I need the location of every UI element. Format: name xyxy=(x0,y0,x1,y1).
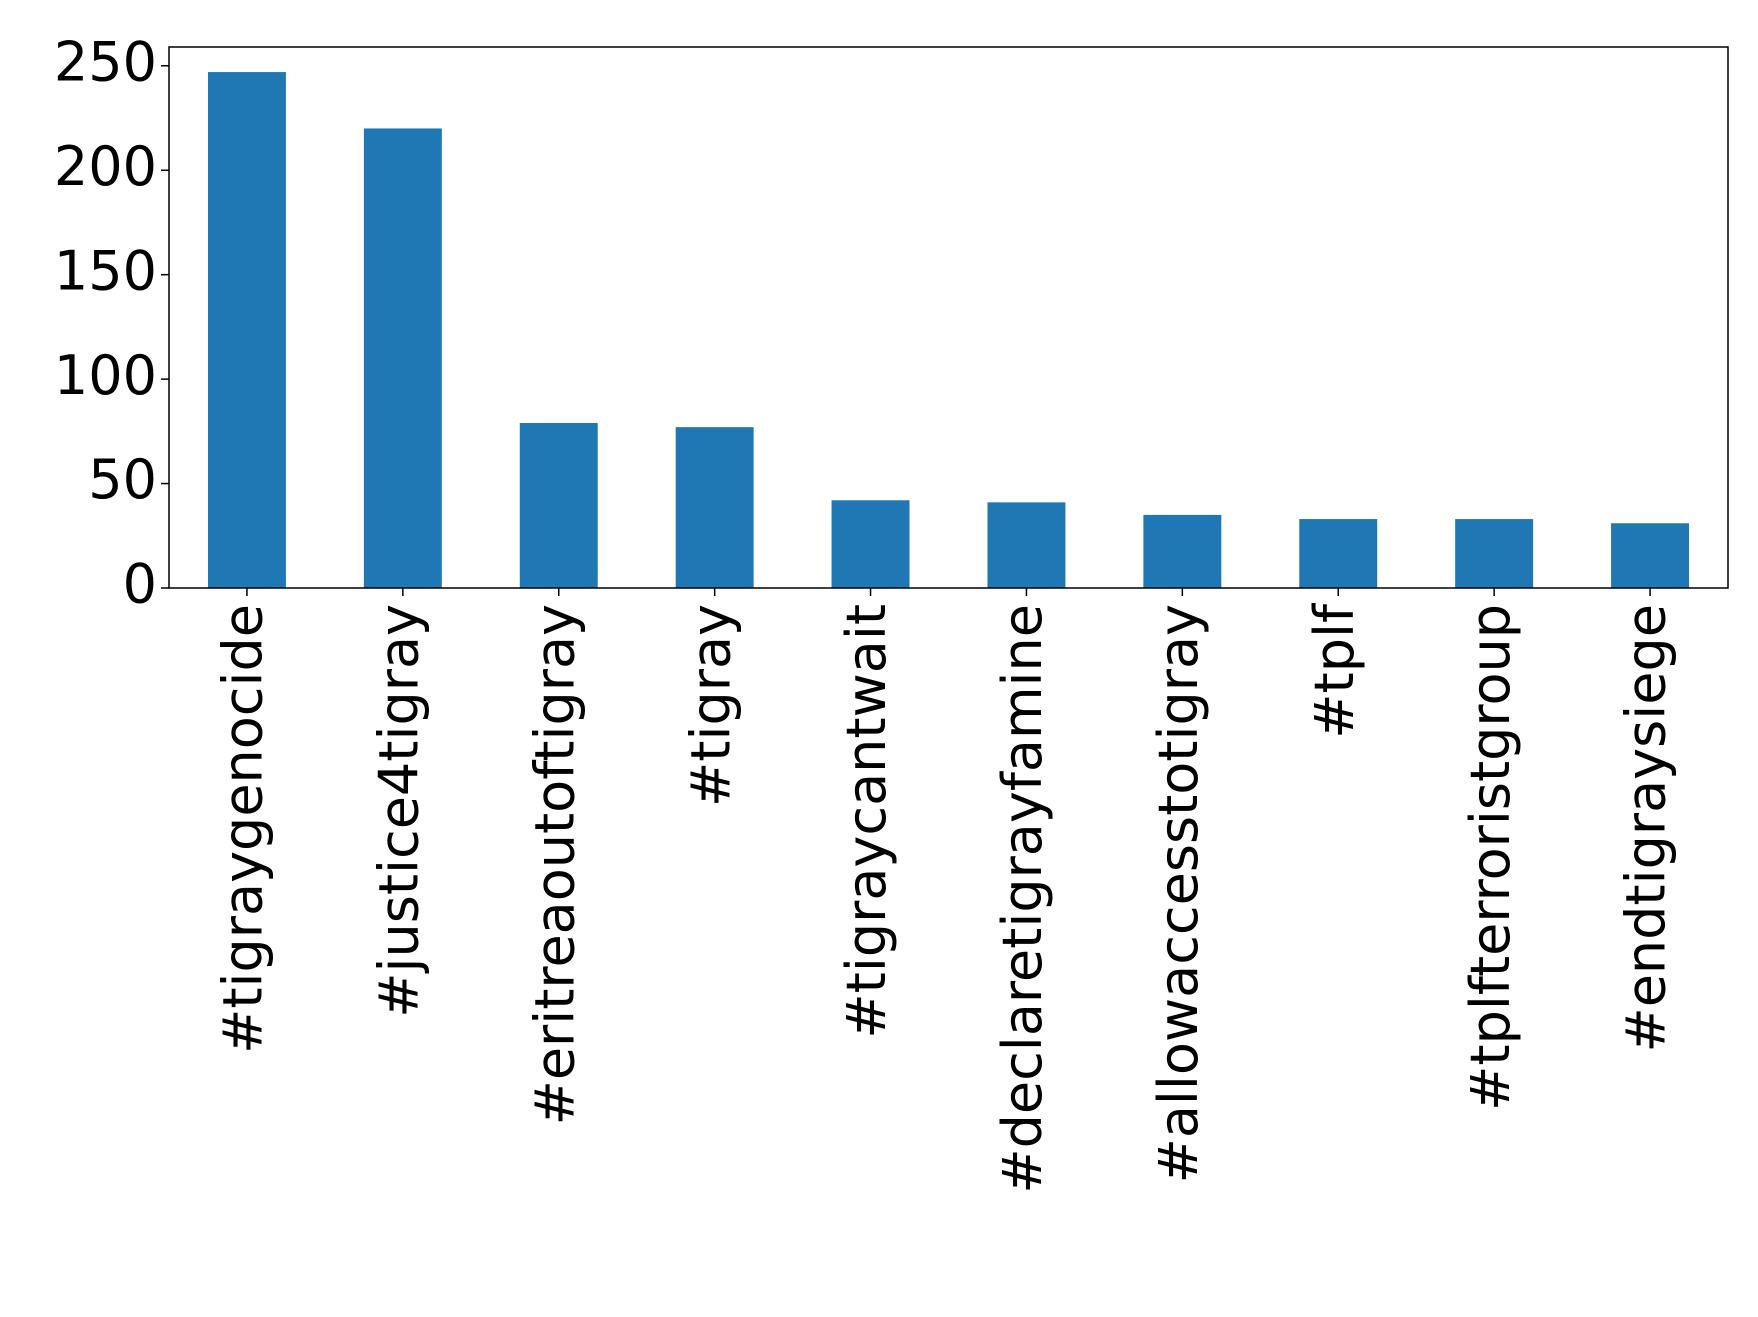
x-tick-label: #justice4tigray xyxy=(367,604,430,1018)
y-tick-label: 250 xyxy=(54,30,157,93)
plot-frame xyxy=(168,46,1729,589)
bar xyxy=(207,72,286,589)
bar xyxy=(1143,514,1222,588)
y-tick-label: 50 xyxy=(88,448,157,511)
x-tick-label: #tplf xyxy=(1303,602,1366,739)
x-tick-label: #declaretigrayfamine xyxy=(991,604,1054,1194)
bar xyxy=(519,422,598,588)
y-tick-label: 0 xyxy=(123,553,157,616)
x-tick-label: #tplfterroristgroup xyxy=(1459,604,1522,1111)
bar xyxy=(1611,523,1690,588)
x-tick-label: #tigraygenocide xyxy=(212,604,275,1054)
y-tick-label: 150 xyxy=(54,239,157,302)
bar xyxy=(675,427,754,588)
x-tick-label: #eritreaoutoftigray xyxy=(523,604,586,1125)
x-tick-label: #endtigraysiege xyxy=(1615,604,1678,1053)
x-tick-label: #tigray xyxy=(679,604,742,807)
x-tick-label: #allowaccesstotigray xyxy=(1147,604,1210,1183)
y-tick-label: 100 xyxy=(54,344,157,407)
bar xyxy=(987,502,1066,588)
x-tick-label: #tigraycantwait xyxy=(835,604,898,1039)
bar xyxy=(831,500,910,588)
y-tick-label: 200 xyxy=(54,135,157,198)
bar xyxy=(1299,519,1378,588)
bar xyxy=(363,128,442,588)
bar xyxy=(1455,519,1534,588)
